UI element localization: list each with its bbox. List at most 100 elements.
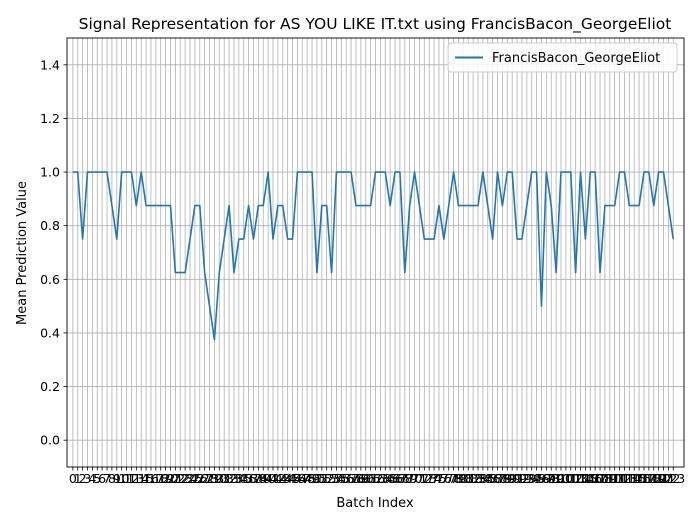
x-gridlines	[72, 38, 674, 467]
x-tick-label: 63	[372, 471, 388, 486]
x-tick-label: 56	[338, 471, 354, 486]
series-line	[72, 171, 675, 341]
legend-label: FrancisBacon_GeorgeEliot	[492, 51, 660, 66]
x-tick-label: 123	[661, 471, 685, 486]
x-tick-label: 9	[113, 471, 121, 486]
x-tick-label: 118	[637, 471, 661, 486]
x-tick-label: 53	[324, 471, 340, 486]
x-tick-label: 104	[569, 471, 593, 486]
x-tick-label: 59	[353, 471, 369, 486]
x-tick-label: 102	[559, 471, 583, 486]
x-tick-label: 57	[343, 471, 359, 486]
x-tick-label: 62	[368, 471, 384, 486]
x-tick-label: 40	[260, 471, 276, 486]
x-tick-label: 73	[421, 471, 437, 486]
x-tick-label: 97	[538, 471, 554, 486]
x-tick-label: 7	[103, 471, 111, 486]
x-tick-label: 27	[197, 471, 213, 486]
series-layer	[72, 171, 675, 341]
x-tick-label: 29	[206, 471, 222, 486]
y-tick-label: 0.6	[40, 272, 60, 287]
x-tick-label: 1	[74, 471, 82, 486]
x-tick-label: 89	[499, 471, 515, 486]
x-tick-label: 26	[192, 471, 208, 486]
x-tick-label: 66	[387, 471, 403, 486]
x-tick-label: 60	[358, 471, 374, 486]
x-tick-label: 6	[98, 471, 106, 486]
x-tick-label: 0	[69, 471, 77, 486]
y-tick-label: 0.4	[40, 325, 60, 340]
x-tick-label: 71	[411, 471, 427, 486]
x-tick-label: 10	[114, 471, 130, 486]
x-tick-label: 120	[647, 471, 671, 486]
x-tick-label: 24	[182, 471, 198, 486]
x-tick-label: 79	[451, 471, 467, 486]
x-tick-label: 32	[221, 471, 237, 486]
x-tick-label: 115	[622, 471, 646, 486]
x-tick-label: 87	[490, 471, 506, 486]
y-axis-ticks: 0.0 0.2 0.4 0.6 0.8 1.0 1.2 1.4	[40, 57, 67, 448]
x-tick-label: 68	[397, 471, 413, 486]
x-tick-label: 76	[436, 471, 452, 486]
x-tick-label: 103	[564, 471, 588, 486]
x-tick-label: 90	[504, 471, 520, 486]
x-tick-label: 95	[529, 471, 545, 486]
x-tick-label: 106	[578, 471, 602, 486]
x-tick-label: 43	[275, 471, 291, 486]
x-tick-label: 96	[534, 471, 550, 486]
x-tick-label: 99	[548, 471, 564, 486]
x-tick-label: 84	[475, 471, 491, 486]
x-tick-label: 85	[480, 471, 496, 486]
x-tick-label: 3	[84, 471, 92, 486]
x-tick-label: 70	[407, 471, 423, 486]
x-tick-label: 75	[431, 471, 447, 486]
x-tick-label: 77	[441, 471, 457, 486]
x-tick-label: 88	[494, 471, 510, 486]
x-tick-label: 121	[652, 471, 676, 486]
x-tick-label: 12	[123, 471, 139, 486]
x-tick-label: 114	[617, 471, 641, 486]
x-tick-label: 17	[148, 471, 164, 486]
x-tick-label: 44	[280, 471, 296, 486]
x-tick-label: 100	[549, 471, 573, 486]
x-tick-label: 80	[455, 471, 471, 486]
x-tick-label: 112	[608, 471, 632, 486]
x-tick-label: 61	[363, 471, 379, 486]
x-tick-label: 4	[88, 471, 96, 486]
x-tick-label: 122	[656, 471, 680, 486]
x-tick-label: 11	[119, 471, 135, 486]
x-axis-label: Batch Index	[336, 496, 414, 511]
x-tick-label: 14	[133, 471, 149, 486]
x-tick-label: 22	[172, 471, 188, 486]
x-tick-label: 69	[402, 471, 418, 486]
x-tick-label: 18	[153, 471, 169, 486]
x-tick-label: 78	[446, 471, 462, 486]
x-tick-label: 38	[250, 471, 266, 486]
x-tick-label: 108	[588, 471, 612, 486]
x-tick-label: 55	[333, 471, 349, 486]
x-tick-label: 101	[554, 471, 578, 486]
x-tick-label: 72	[416, 471, 432, 486]
x-tick-label: 35	[236, 471, 252, 486]
x-tick-label: 2	[79, 471, 87, 486]
x-tick-label: 42	[270, 471, 286, 486]
x-tick-label: 48	[299, 471, 315, 486]
x-tick-label: 50	[309, 471, 325, 486]
y-tick-label: 1.0	[40, 165, 60, 180]
x-tick-label: 58	[348, 471, 364, 486]
x-tick-label: 81	[460, 471, 476, 486]
legend-box	[447, 42, 678, 73]
x-tick-label: 13	[128, 471, 144, 486]
chart-title: Signal Representation for AS YOU LIKE IT…	[79, 15, 672, 34]
x-tick-label: 116	[627, 471, 651, 486]
x-tick-label: 105	[573, 471, 597, 486]
x-tick-label: 91	[509, 471, 525, 486]
y-tick-label: 0.8	[40, 218, 60, 233]
x-tick-label: 52	[319, 471, 335, 486]
y-tick-label: 0.2	[40, 379, 60, 394]
x-tick-label: 20	[163, 471, 179, 486]
x-tick-label: 21	[167, 471, 183, 486]
x-tick-label: 5	[93, 471, 101, 486]
x-tick-label: 64	[377, 471, 393, 486]
x-tick-label: 15	[138, 471, 154, 486]
